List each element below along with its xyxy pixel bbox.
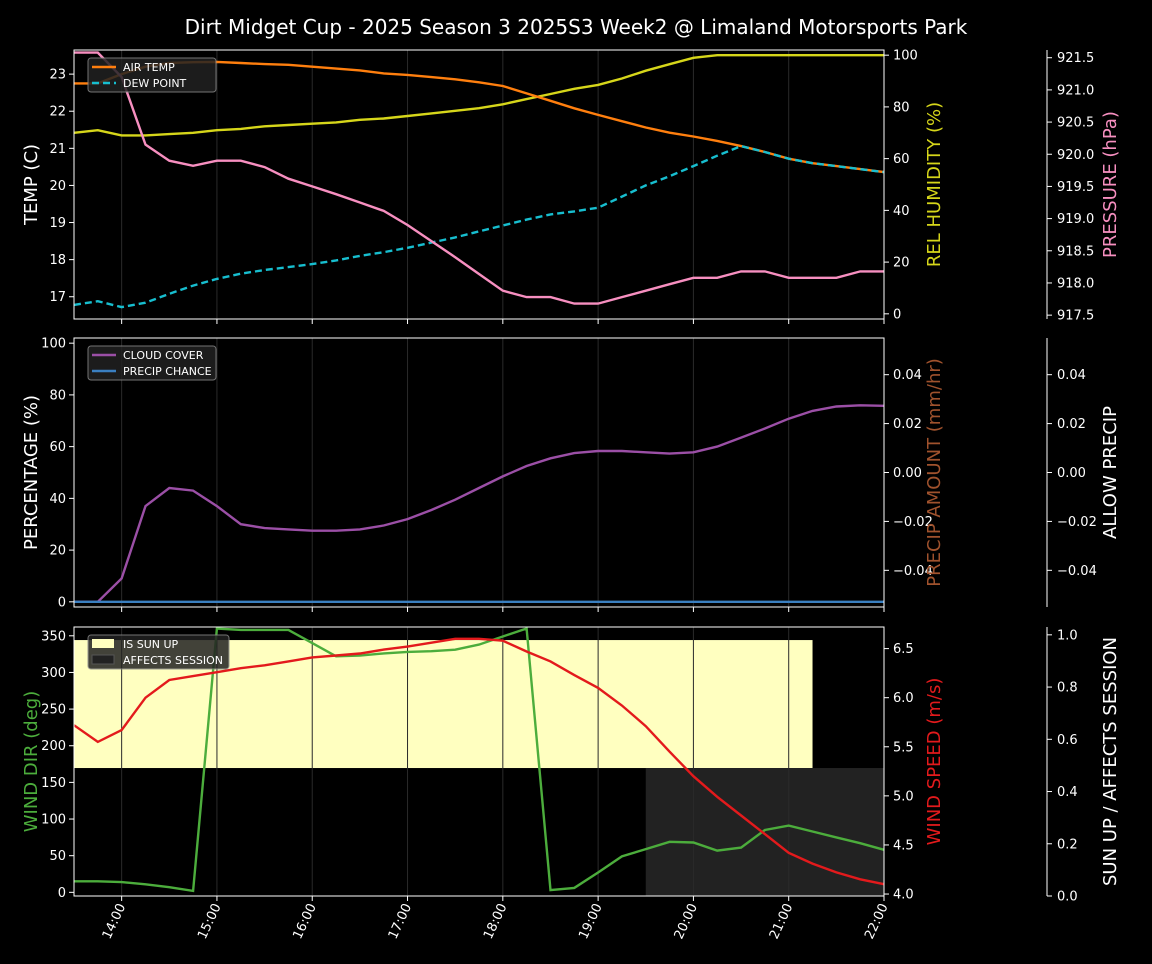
- y-tick-label-right: 60: [893, 152, 910, 167]
- y-axis-label-right: WIND SPEED (m/s): [924, 678, 945, 846]
- y-tick-label-right: 6.5: [893, 642, 914, 657]
- y-tick-label-third: 0.0: [1057, 890, 1078, 905]
- y-tick-label-right: 6.0: [893, 691, 914, 706]
- legend-label: DEW POINT: [123, 77, 187, 90]
- y-tick-label-third: 0.00: [1057, 466, 1086, 481]
- legend-swatch: [92, 639, 114, 648]
- legend-box: [87, 345, 217, 381]
- legend-label: AFFECTS SESSION: [123, 654, 223, 667]
- y-tick-label-third: 920.0: [1057, 148, 1094, 163]
- y-tick-label-left: 21: [49, 142, 66, 157]
- y-tick-label-left: 80: [49, 388, 66, 403]
- y-tick-label-right: 20: [893, 256, 910, 271]
- series-pressure: [74, 51, 884, 305]
- y-tick-label-left: 150: [41, 776, 66, 791]
- y-tick-label-left: 50: [49, 849, 66, 864]
- y-tick-label-right: −0.04: [893, 564, 933, 579]
- y-axis-label-third: ALLOW PRECIP: [1100, 406, 1121, 539]
- series-wind-dir: [74, 626, 885, 893]
- series-wind-speed: [73, 637, 885, 886]
- y-tick-label-third: 0.6: [1057, 733, 1078, 748]
- legend: CLOUD COVER PRECIP CHANCE: [87, 345, 217, 381]
- y-tick-label-left: 100: [41, 337, 66, 352]
- legend: AIR TEMP DEW POINT: [87, 57, 217, 93]
- y-tick-label-third: 919.5: [1057, 180, 1094, 195]
- y-tick-label-left: 18: [49, 253, 66, 268]
- y-axis-label-left: TEMP (C): [21, 144, 42, 226]
- y-tick-label-third: 0.02: [1057, 417, 1086, 432]
- y-tick-label-right: 0.04: [893, 368, 922, 383]
- legend: IS SUN UP AFFECTS SESSION: [87, 634, 230, 670]
- y-tick-label-right: 4.0: [893, 888, 914, 903]
- y-tick-label-third: −0.02: [1057, 515, 1097, 530]
- legend-label: IS SUN UP: [123, 638, 179, 651]
- y-tick-label-left: 23: [49, 68, 66, 83]
- y-tick-label-right: 0.02: [893, 417, 922, 432]
- legend-label: AIR TEMP: [123, 61, 175, 74]
- series-rel-humidity: [73, 54, 884, 137]
- y-tick-label-right: 0: [893, 307, 901, 322]
- plot-frame: [73, 337, 885, 608]
- y-tick-label-third: 919.0: [1057, 212, 1094, 227]
- y-tick-label-third: 0.04: [1057, 368, 1086, 383]
- y-axis-label-right: REL HUMIDITY (%): [924, 102, 945, 267]
- y-tick-label-left: 100: [41, 813, 66, 828]
- plot-frame: [73, 626, 885, 897]
- y-tick-label-left: 0: [58, 886, 66, 901]
- y-tick-label-left: 200: [41, 739, 66, 754]
- y-tick-label-left: 0: [58, 595, 66, 610]
- y-tick-label-right: 5.5: [893, 740, 914, 755]
- y-tick-label-left: 20: [49, 179, 66, 194]
- y-tick-label-third: −0.04: [1057, 564, 1097, 579]
- chart-title: Dirt Midget Cup - 2025 Season 3 2025S3 W…: [185, 15, 968, 39]
- y-axis-label-third: PRESSURE (hPa): [1100, 111, 1121, 258]
- y-tick-label-third: 921.0: [1057, 83, 1094, 98]
- legend-swatch: [91, 654, 115, 665]
- y-tick-label-third: 920.5: [1057, 116, 1094, 131]
- y-tick-label-left: 20: [49, 544, 66, 559]
- y-tick-label-third: 0.8: [1057, 681, 1078, 696]
- y-tick-label-right: −0.02: [893, 515, 933, 530]
- y-tick-label-right: 40: [893, 204, 910, 219]
- plot-frame: [73, 49, 885, 320]
- y-tick-label-third: 1.0: [1057, 628, 1078, 643]
- y-tick-label-third: 921.5: [1057, 51, 1094, 66]
- y-axis-label-right: PRECIP AMOUNT (mm/hr): [924, 358, 945, 587]
- y-tick-label-third: 918.5: [1057, 244, 1094, 259]
- y-axis-label-left: WIND DIR (deg): [21, 691, 42, 833]
- y-tick-label-left: 40: [49, 492, 66, 507]
- y-tick-label-third: 0.2: [1057, 837, 1078, 852]
- y-tick-label-left: 17: [49, 290, 66, 305]
- y-axis-label-third: SUN UP / AFFECTS SESSION: [1100, 637, 1121, 886]
- legend-label: CLOUD COVER: [123, 349, 204, 362]
- y-tick-label-left: 350: [41, 629, 66, 644]
- y-tick-label-right: 100: [893, 49, 918, 64]
- y-tick-label-right: 4.5: [893, 838, 914, 853]
- y-tick-label-left: 60: [49, 440, 66, 455]
- y-tick-label-right: 0.00: [893, 466, 922, 481]
- y-tick-label-third: 917.5: [1057, 309, 1094, 324]
- legend-label: PRECIP CHANCE: [123, 365, 212, 378]
- y-tick-label-left: 22: [49, 105, 66, 120]
- y-axis-label-left: PERCENTAGE (%): [21, 395, 42, 550]
- y-tick-label-left: 300: [41, 666, 66, 681]
- y-tick-label-right: 5.0: [893, 789, 914, 804]
- legend-box: [87, 57, 217, 93]
- series-cloud-cover: [74, 404, 885, 603]
- legend-box: [87, 634, 230, 670]
- y-tick-label-right: 80: [893, 100, 910, 115]
- y-tick-label-left: 250: [41, 703, 66, 718]
- y-tick-label-third: 918.0: [1057, 276, 1094, 291]
- y-tick-label-third: 0.4: [1057, 785, 1078, 800]
- y-tick-label-left: 19: [49, 216, 66, 231]
